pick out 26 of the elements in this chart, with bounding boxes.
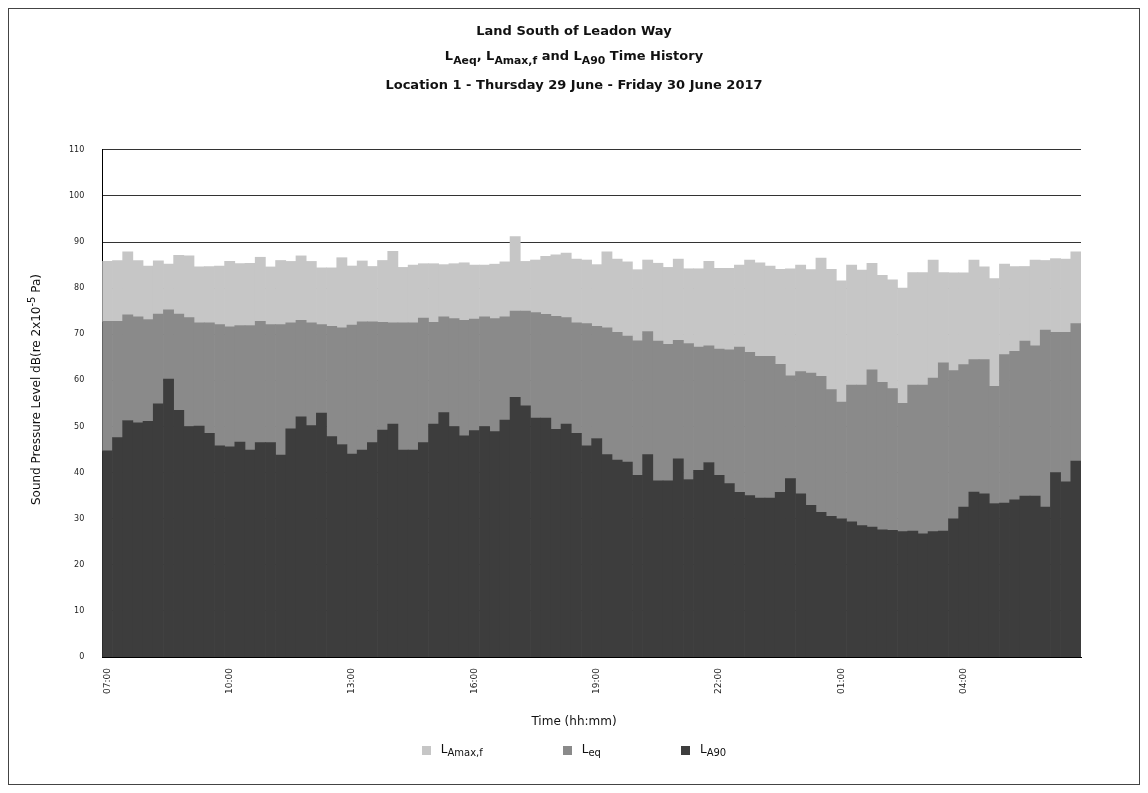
- y-tick-label: 20: [74, 559, 85, 569]
- x-axis-title: Time (hh:mm): [530, 714, 618, 728]
- x-tick-label: 22:00: [713, 667, 724, 694]
- legend-label: L$_{A90}$: [699, 742, 727, 759]
- chart-title: Land South of Leadon Way: [475, 23, 673, 38]
- y-tick-label: 90: [74, 237, 85, 247]
- x-tick-label: 13:00: [346, 667, 357, 694]
- y-tick-label: 110: [68, 144, 85, 154]
- x-tick-label: 01:00: [835, 667, 846, 694]
- x-tick-label: 10:00: [224, 667, 235, 694]
- y-tick-label: 10: [74, 606, 85, 616]
- x-tick-label: 07:00: [101, 667, 112, 694]
- y-tick-label: 80: [74, 283, 85, 293]
- x-tick-label: 04:00: [958, 667, 969, 694]
- legend-label: L$_{Amax,f}$: [440, 742, 483, 759]
- y-tick-label: 0: [79, 652, 85, 662]
- y-tick-label: 60: [74, 375, 85, 385]
- y-tick-label: 30: [74, 513, 85, 523]
- x-tick-label: 19:00: [591, 667, 602, 694]
- y-tick-label: 40: [74, 467, 85, 477]
- chart-subtitle: L$_{Aeq}$, L$_{Amax,f}$ and L$_{A90}$ Time History Location 1 - Thursday 29 June - Friday 30 June 2017: [384, 48, 764, 92]
- x-tick-label: 16:00: [468, 667, 479, 694]
- y-tick-label: 70: [74, 329, 85, 339]
- y-tick-label: 100: [68, 190, 85, 200]
- legend-label: L$_{eq}$: [581, 742, 601, 759]
- y-tick-label: 50: [74, 421, 85, 431]
